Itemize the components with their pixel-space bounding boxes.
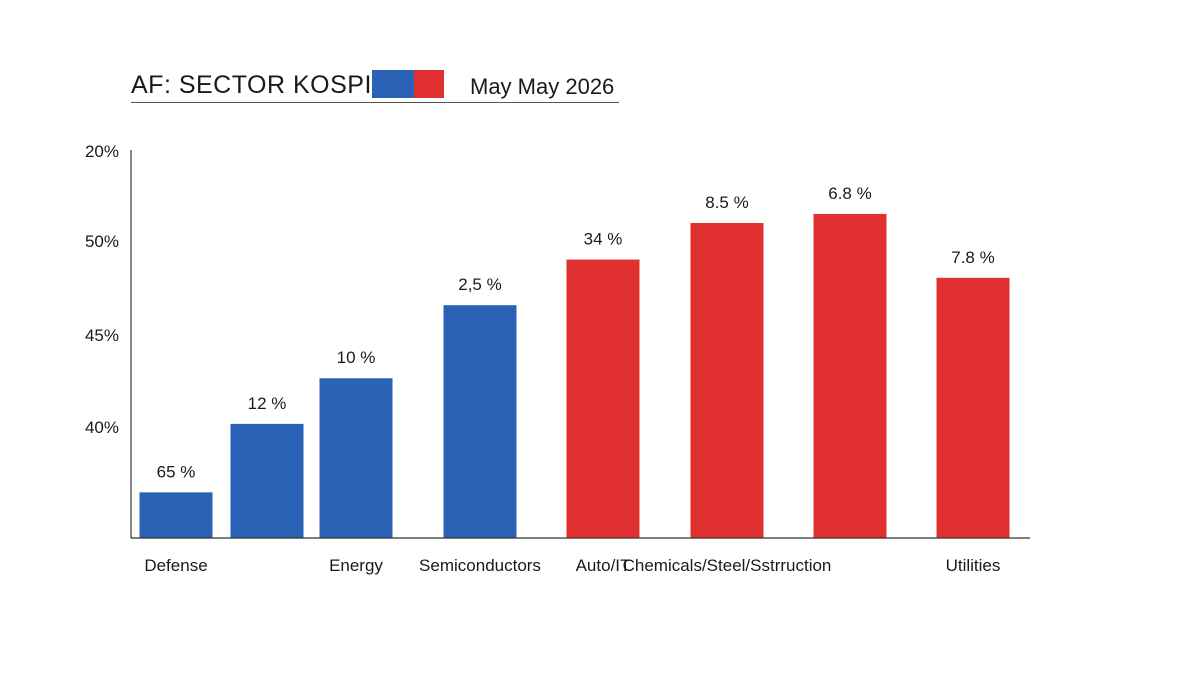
x-tick-label: Utilities (946, 556, 1001, 575)
y-tick-label: 20% (85, 142, 119, 161)
x-tick-label: Energy (329, 556, 383, 575)
data-label: 7.8 % (951, 248, 994, 267)
x-tick-label: Auto/IT (576, 556, 631, 575)
x-axis-ticks: Defense Energy Semiconductors Auto/ITChemic… (144, 556, 1000, 575)
legend-swatch-blue (372, 70, 416, 98)
bars (139, 213, 1010, 539)
data-label: 6.8 % (828, 184, 871, 203)
y-tick-label: 45% (85, 326, 119, 345)
title-underline (131, 102, 619, 103)
data-label: 2,5 % (458, 275, 501, 294)
bar (139, 492, 213, 538)
data-label: 10 % (337, 348, 376, 367)
bar (690, 223, 764, 539)
bar (443, 305, 517, 538)
y-tick-label: 50% (85, 232, 119, 251)
x-tick-label: Semiconductors (419, 556, 541, 575)
data-label: 8.5 % (705, 193, 748, 212)
bar (319, 378, 393, 538)
y-axis-ticks: 20% 50% 45% 40% (85, 142, 119, 437)
bar (230, 423, 304, 538)
chart-subtitle: May May 2026 (470, 74, 615, 99)
bar (936, 277, 1010, 538)
data-label: 34 % (584, 230, 623, 249)
data-labels: 65 % 12 % 10 % 2,5 % 34 % 8.5 % 6.8 % 7.8 % (157, 184, 995, 481)
bar (566, 259, 640, 538)
y-tick-label: 40% (85, 418, 119, 437)
data-label: 65 % (157, 462, 196, 481)
bar (813, 213, 887, 538)
x-tick-label: Defense (144, 556, 207, 575)
chart-title: AF: SECTOR KOSPI (131, 71, 372, 99)
legend-swatch-red (414, 70, 444, 98)
data-label: 12 % (248, 394, 287, 413)
x-tick-label: Chemicals/Steel/Sstrruction (623, 556, 832, 575)
